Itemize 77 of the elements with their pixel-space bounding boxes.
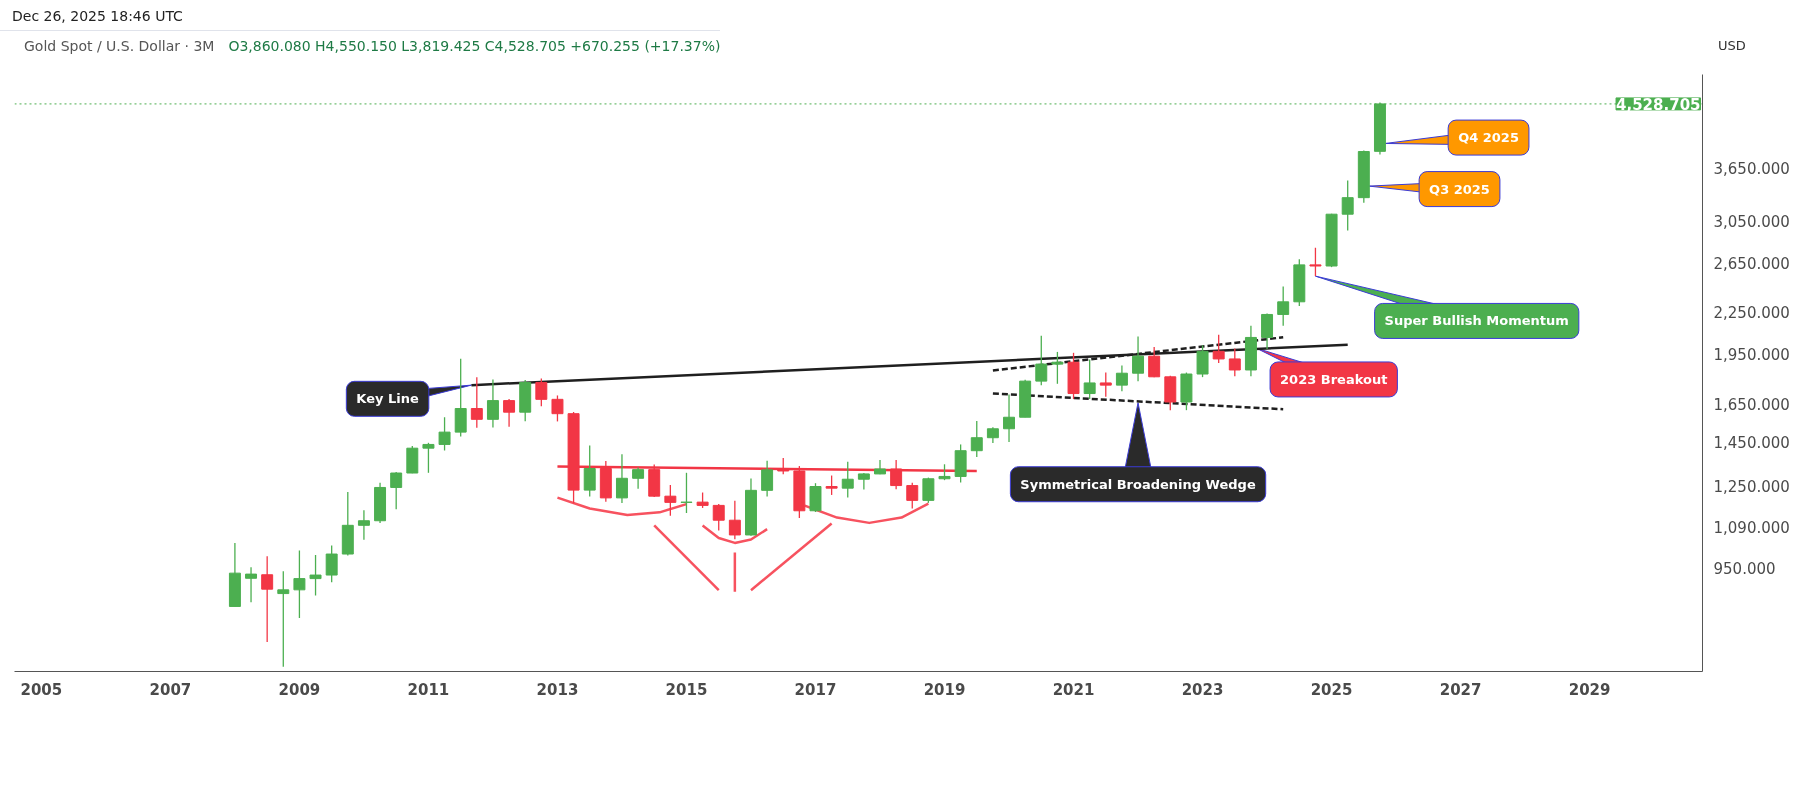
y-tick-label: 1,650.000 xyxy=(1713,395,1790,414)
x-tick-label: 2007 xyxy=(149,680,192,699)
candlestick xyxy=(970,420,983,458)
text: Dec 26, 2025 18:46 UTC xyxy=(11,7,184,26)
candlestick xyxy=(245,566,258,603)
x-tick-label: 2017 xyxy=(794,680,837,699)
candlestick xyxy=(1099,371,1112,398)
line-series xyxy=(701,524,769,545)
candlestick xyxy=(632,466,645,490)
x-tick-label: 2015 xyxy=(665,680,708,699)
candlestick xyxy=(1341,179,1354,232)
text: USD xyxy=(1718,37,1746,55)
x-tick-label: 2029 xyxy=(1568,680,1611,699)
candlestick xyxy=(1261,312,1274,350)
candlestick xyxy=(1196,344,1209,378)
candlestick xyxy=(1083,358,1096,400)
y-tick-label: 3,050.000 xyxy=(1713,213,1790,232)
candlestick xyxy=(503,398,516,428)
candlestick xyxy=(712,503,725,532)
y-tick-label: 950.000 xyxy=(1713,559,1776,578)
y-tick-label: 1,250.000 xyxy=(1713,478,1790,497)
candlestick xyxy=(728,499,741,540)
chart-title: Gold Spot / U.S. Dollar · 3M xyxy=(24,38,215,54)
candlestick xyxy=(1148,346,1161,378)
y-tick-label: 1,950.000 xyxy=(1713,346,1790,365)
y-tick-label: 3,650.000 xyxy=(1713,159,1790,178)
candlestick xyxy=(680,472,693,514)
candlestick xyxy=(551,394,564,423)
x-tick-label: 2013 xyxy=(536,680,579,699)
candlestick xyxy=(922,476,935,504)
candlestick xyxy=(390,471,403,510)
candlestick xyxy=(422,442,435,474)
x-tick-label: 2027 xyxy=(1439,680,1482,699)
candlestick xyxy=(1115,364,1128,392)
candlestick xyxy=(438,416,451,452)
candlestick xyxy=(1277,285,1290,327)
candlestick xyxy=(277,570,290,668)
candlestick xyxy=(1212,334,1225,364)
candlestick xyxy=(906,482,919,510)
x-tick-label: 2023 xyxy=(1181,680,1224,699)
x-tick-label: 2011 xyxy=(407,680,450,699)
ref-line-label: 4,528.705 xyxy=(1616,95,1701,114)
candlestick xyxy=(293,549,306,619)
x-tick-label: 2009 xyxy=(278,680,321,699)
candlestick xyxy=(535,377,548,407)
candlestick xyxy=(261,555,274,643)
candlestick xyxy=(1309,247,1322,277)
candlestick xyxy=(357,509,370,541)
x-tick-label: 2025 xyxy=(1310,680,1353,699)
x-tick-label: 2021 xyxy=(1052,680,1095,699)
x-tick-label: 2005 xyxy=(20,680,63,699)
candlestick xyxy=(1051,351,1064,385)
candlestick xyxy=(325,544,338,583)
candlestick xyxy=(1003,393,1016,443)
candlestick xyxy=(1035,335,1048,386)
line-series xyxy=(803,502,930,525)
candlestick xyxy=(309,554,322,597)
candlestick xyxy=(1132,335,1145,382)
candlestick xyxy=(470,376,483,429)
candlestick xyxy=(761,460,774,498)
candlestick xyxy=(583,444,596,498)
candlestick xyxy=(825,474,838,496)
annotation: Symmetrical Broadening Wedge xyxy=(1020,476,1256,492)
chart-subtitle: O3,860.080 H4,550.150 L3,819.425 C4,528.705 +670.255 (+17.37%) xyxy=(228,38,721,54)
y-tick-label: 2,250.000 xyxy=(1713,303,1790,322)
candlestick xyxy=(857,472,870,491)
y-tick-label: 1,450.000 xyxy=(1713,434,1790,453)
candlestick xyxy=(615,453,628,504)
x-tick-label: 2019 xyxy=(923,680,966,699)
candlestick xyxy=(454,357,467,438)
candlestick xyxy=(841,461,854,499)
candlestick xyxy=(486,378,499,429)
candlestick xyxy=(664,484,677,517)
annotation: Super Bullish Momentum xyxy=(1384,313,1569,329)
candlestick xyxy=(1228,347,1241,377)
y-tick-label: 1,090.000 xyxy=(1713,518,1790,537)
y-tick-label: 2,650.000 xyxy=(1713,255,1790,274)
